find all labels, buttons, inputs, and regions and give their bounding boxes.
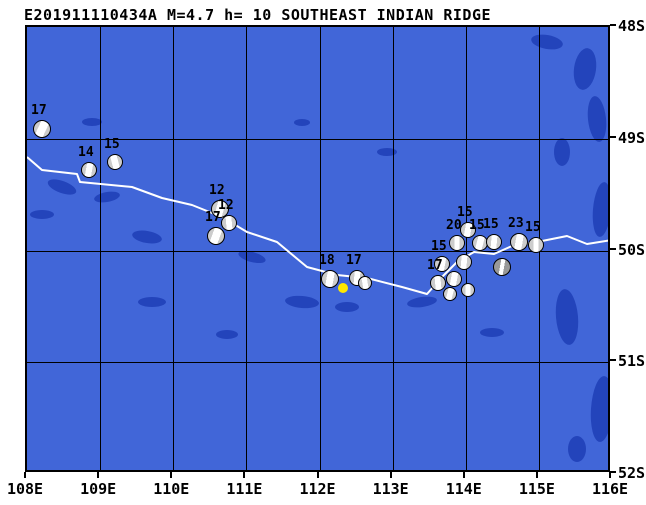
longitude-label: 110E [153,480,190,498]
latitude-tick [610,247,616,250]
beachball-day-label: 12 [209,183,225,198]
bathymetry-patch [377,148,397,156]
beachball-day-label: 23 [508,216,524,231]
latitude-tick [610,359,616,362]
longitude-label: 112E [299,480,336,498]
beachball-day-label: 15 [457,205,473,220]
beachball-day-label: 17 [346,253,362,268]
figure-title: E201911110434A M=4.7 h= 10 SOUTHEAST IND… [24,6,492,24]
grid-line-horizontal [27,139,608,140]
focal-mechanism-beachball [493,258,511,276]
longitude-label: 111E [226,480,263,498]
bathymetry-patch [585,95,608,143]
event-epicenter-dot [338,283,348,293]
grid-line-vertical [466,27,467,470]
bathymetry-patch [294,118,310,126]
focal-mechanism-beachball [321,270,339,288]
latitude-label: 49S [618,128,646,147]
focal-mechanism-beachball [510,233,528,251]
bathymetry-patch [82,118,102,126]
bathymetry-patch [406,294,438,310]
bathymetry-patch [284,294,320,310]
focal-mechanism-beachball [486,234,502,250]
focal-mechanism-beachball [430,275,446,291]
beachball-day-label: 20 [446,218,462,233]
latitude-tick [610,471,616,473]
bathymetry-patch [30,209,54,219]
latitude-label: 51S [618,352,646,371]
longitude-label: 116E [591,480,629,498]
grid-line-vertical [173,27,174,470]
bathymetry-patch [335,302,359,312]
bathymetry-patch [571,46,599,92]
focal-mechanism-beachball [449,235,465,251]
grid-line-vertical [246,27,247,470]
beachball-day-label: 15 [104,137,120,152]
grid-line-vertical [320,27,321,470]
beachball-day-label: 15 [525,220,541,235]
focal-mechanism-beachball [107,154,123,170]
beachball-day-label: 17 [31,103,47,118]
longitude-label: 108E [6,480,44,498]
focal-mechanism-beachball [358,276,372,290]
grid-line-horizontal [27,362,608,363]
longitude-tick [97,472,100,478]
longitude-tick [170,472,173,478]
focal-mechanism-beachball [33,120,51,138]
bathymetry-patch [590,180,608,238]
bathymetry-patch [138,297,166,307]
bathymetry-patch [568,436,586,462]
focal-mechanism-beachball [456,254,472,270]
latitude-label: 50S [618,240,646,259]
focal-mechanism-beachball [443,287,457,301]
bathymetry-patch [216,329,238,339]
focal-mechanism-beachball [528,237,544,253]
longitude-tick [243,472,246,478]
focal-mechanism-beachball [434,256,450,272]
bathymetry-patch [554,138,570,166]
focal-mechanism-beachball [460,222,476,238]
bathymetry-patch [93,189,121,205]
bathymetry-patch [553,288,581,346]
bathymetry-patch [530,32,564,52]
beachball-day-label: 15 [431,239,447,254]
longitude-label: 114E [445,480,482,498]
bathymetry-patch [131,228,163,246]
grid-line-horizontal [27,251,608,252]
beachball-day-label: 12 [218,198,234,213]
beachball-day-label: 17 [427,258,443,273]
longitude-tick [389,472,392,478]
longitude-label: 115E [518,480,555,498]
focal-mechanism-beachball [446,271,462,287]
latitude-tick [610,135,616,138]
longitude-tick [462,472,465,478]
beachball-day-label: 15 [469,218,485,233]
latitude-label: 52S [618,464,646,482]
focal-mechanism-beachball [221,215,237,231]
bathymetry-patch [480,327,504,337]
longitude-tick [535,472,538,478]
beachball-day-label: 15 [483,217,499,232]
latitude-tick [610,24,616,26]
bathymetry-patch [45,176,79,198]
longitude-label: 113E [372,480,409,498]
longitude-label: 109E [80,480,117,498]
longitude-tick [609,472,611,478]
focal-mechanism-beachball [211,200,229,218]
longitude-tick [24,472,26,478]
latitude-label: 48S [618,17,646,35]
grid-line-vertical [393,27,394,470]
bathymetry-patch [588,375,608,443]
focal-mechanism-beachball [81,162,97,178]
beachball-day-label: 17 [205,210,221,225]
grid-line-vertical [100,27,101,470]
beachball-day-label: 14 [78,145,94,160]
beachball-day-label: 18 [319,253,335,268]
longitude-tick [316,472,319,478]
focal-mechanism-beachball [461,283,475,297]
map-canvas: 17 14 15 12 12 17 18 17 15 20 15 15 15 17 23 15 [25,25,610,472]
focal-mechanism-beachball [207,227,225,245]
